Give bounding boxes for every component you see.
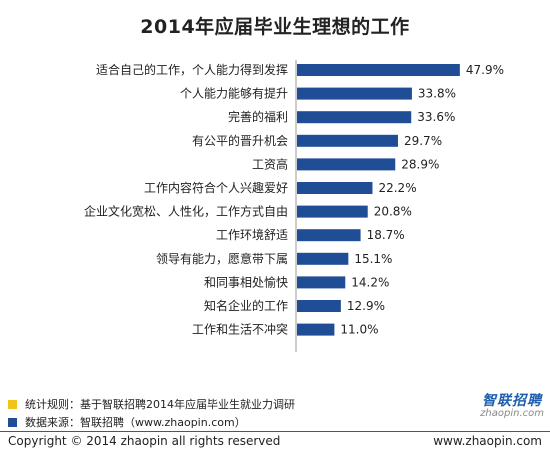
value-label: 29.7% <box>404 134 442 148</box>
value-label: 15.1% <box>354 252 392 266</box>
bar <box>297 134 398 147</box>
bar <box>297 276 346 289</box>
footnote-rule-text: 统计规则：基于智联招聘2014年应届毕业生就业力调研 <box>25 398 295 411</box>
category-label: 有公平的晋升机会 <box>192 133 288 148</box>
bar <box>297 111 412 124</box>
category-label: 知名企业的工作 <box>204 298 288 313</box>
footer-copyright: Copyright © 2014 zhaopin all rights rese… <box>8 434 281 448</box>
blue-square-icon <box>8 417 17 427</box>
footnote-rule: 统计规则：基于智联招聘2014年应届毕业生就业力调研 <box>8 396 295 412</box>
bar <box>297 205 368 218</box>
logo-text: 智联招聘 <box>482 393 542 409</box>
bar-chart: 适合自己的工作，个人能力得到发挥 47.9% 个人能力能够有提升 33.8% 完善的福利… <box>84 60 504 352</box>
bar <box>297 64 460 76</box>
bars-layer: 适合自己的工作，个人能力得到发挥 47.9% 个人能力能够有提升 33.8% 完善的福利… <box>84 62 504 337</box>
chart-title: 2014年应届毕业生理想的工作 <box>140 16 410 38</box>
value-label: 14.2% <box>351 275 389 289</box>
bar <box>297 300 341 312</box>
footnote-source: 数据来源：智联招聘（www.zhaopin.com） <box>8 414 246 430</box>
value-label: 12.9% <box>347 299 385 313</box>
value-label: 47.9% <box>466 63 504 77</box>
category-label: 工资高 <box>252 156 288 171</box>
yellow-square-icon <box>8 399 17 409</box>
bar <box>297 323 335 336</box>
category-label: 和同事相处愉快 <box>204 274 288 289</box>
value-label: 11.0% <box>340 323 378 337</box>
category-label: 工作和生活不冲突 <box>192 322 288 337</box>
logo-subtext: zhaopin.com <box>480 408 544 419</box>
category-label: 领导有能力，愿意带下属 <box>156 251 288 266</box>
value-label: 28.9% <box>401 157 439 171</box>
bar <box>297 182 373 194</box>
category-label: 完善的福利 <box>228 109 288 124</box>
value-label: 18.7% <box>367 228 405 242</box>
category-label: 工作内容符合个人兴趣爱好 <box>144 180 288 195</box>
value-label: 33.8% <box>418 87 456 101</box>
footnote-source-text: 数据来源：智联招聘（www.zhaopin.com） <box>25 416 246 429</box>
category-label: 工作环境舒适 <box>216 227 288 242</box>
category-label: 适合自己的工作，个人能力得到发挥 <box>96 62 288 77</box>
footer-url: www.zhaopin.com <box>433 434 542 448</box>
value-label: 20.8% <box>374 205 412 219</box>
bar <box>297 87 412 100</box>
value-label: 33.6% <box>417 110 455 124</box>
footer-bar: Copyright © 2014 zhaopin all rights rese… <box>0 431 550 450</box>
category-label: 个人能力能够有提升 <box>180 86 288 101</box>
value-label: 22.2% <box>378 181 416 195</box>
zhaopin-logo: 智联招聘 zhaopin.com <box>458 390 548 424</box>
bar <box>297 158 396 171</box>
bar <box>297 229 361 242</box>
category-label: 企业文化宽松、人性化，工作方式自由 <box>84 204 288 219</box>
bar <box>297 252 349 265</box>
